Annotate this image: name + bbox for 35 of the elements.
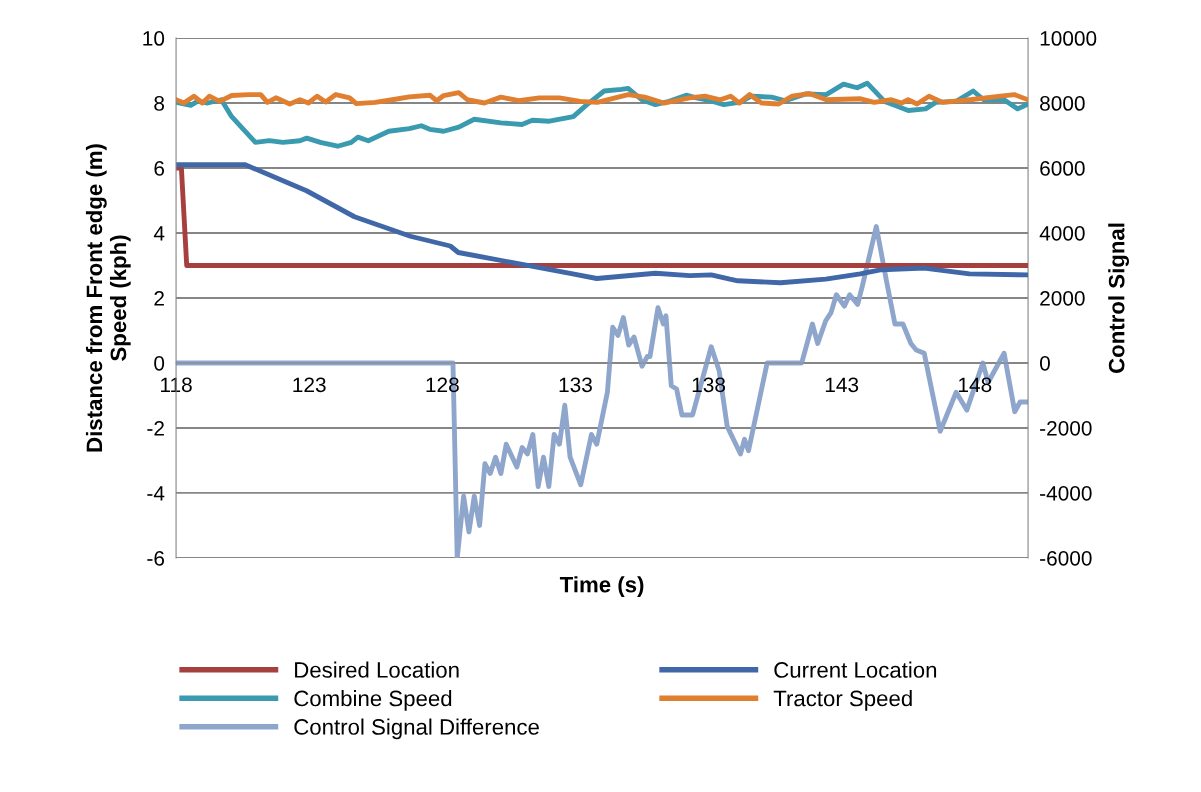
line-series [176,90,1029,107]
y2-tick-label: 2000 [1040,290,1085,306]
y-tick-label: 2 [154,290,164,306]
y-tick-label: -4 [147,486,165,501]
y2-axis-title: Control Signal [1108,223,1130,373]
y2-tick-label: 0 [1039,355,1050,371]
y-tick-label: -2 [147,420,164,436]
y2-tick-label: -2000 [1040,420,1092,436]
legend-label: Current Location [774,661,937,678]
line-series [176,162,1029,286]
y-tick-label: 10 [143,31,165,46]
x-tick-label: 148 [959,377,992,393]
y2-tick-label: 6000 [1040,161,1085,176]
y-tick-label: 8 [154,96,165,111]
y-tick-label: 4 [153,226,165,241]
x-tick-label: 128 [426,377,459,393]
x-axis-title: Time (s) [559,576,644,597]
legend-label: Tractor Speed [773,690,912,711]
legend-label: Combine Speed [294,690,452,711]
y-tick-label: -6 [147,550,165,566]
y2-tick-label: 4000 [1039,226,1085,241]
y-tick-label: 0 [154,355,165,371]
y2-tick-label: 10000 [1040,31,1097,46]
y2-tick-label: 8000 [1040,96,1085,111]
legend-label: Control Signal Difference [294,718,539,740]
y-axis-title: Distance from Front edge (m) Speed (kph) [85,144,131,452]
y2-tick-label: -6000 [1040,550,1092,566]
x-tick-label: 138 [692,377,726,393]
x-tick-label: 133 [559,377,592,393]
y-tick-label: 6 [154,161,165,176]
x-tick-label: 143 [825,377,859,393]
x-tick-label: 123 [293,377,326,393]
y2-tick-label: -4000 [1040,485,1092,501]
legend-label: Desired Location [295,661,459,678]
x-tick-label: 118 [161,377,192,393]
